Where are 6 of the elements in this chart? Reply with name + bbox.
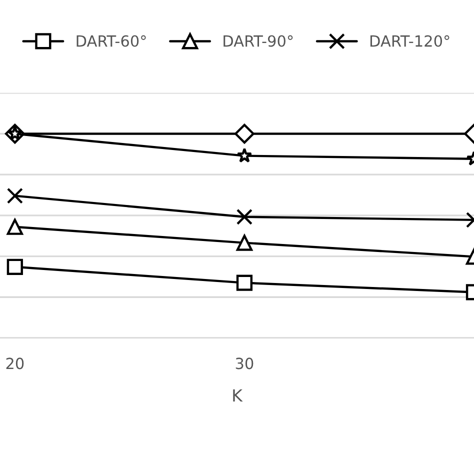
legend-label: DART-60° [76, 35, 146, 47]
x-tick-label: 30 [236, 358, 254, 370]
legend-label: DART-90° [224, 35, 293, 47]
x-axis-title: K [233, 389, 243, 402]
legend-label: DART-120° [370, 35, 450, 47]
x-tick-label: 20 [6, 358, 24, 370]
